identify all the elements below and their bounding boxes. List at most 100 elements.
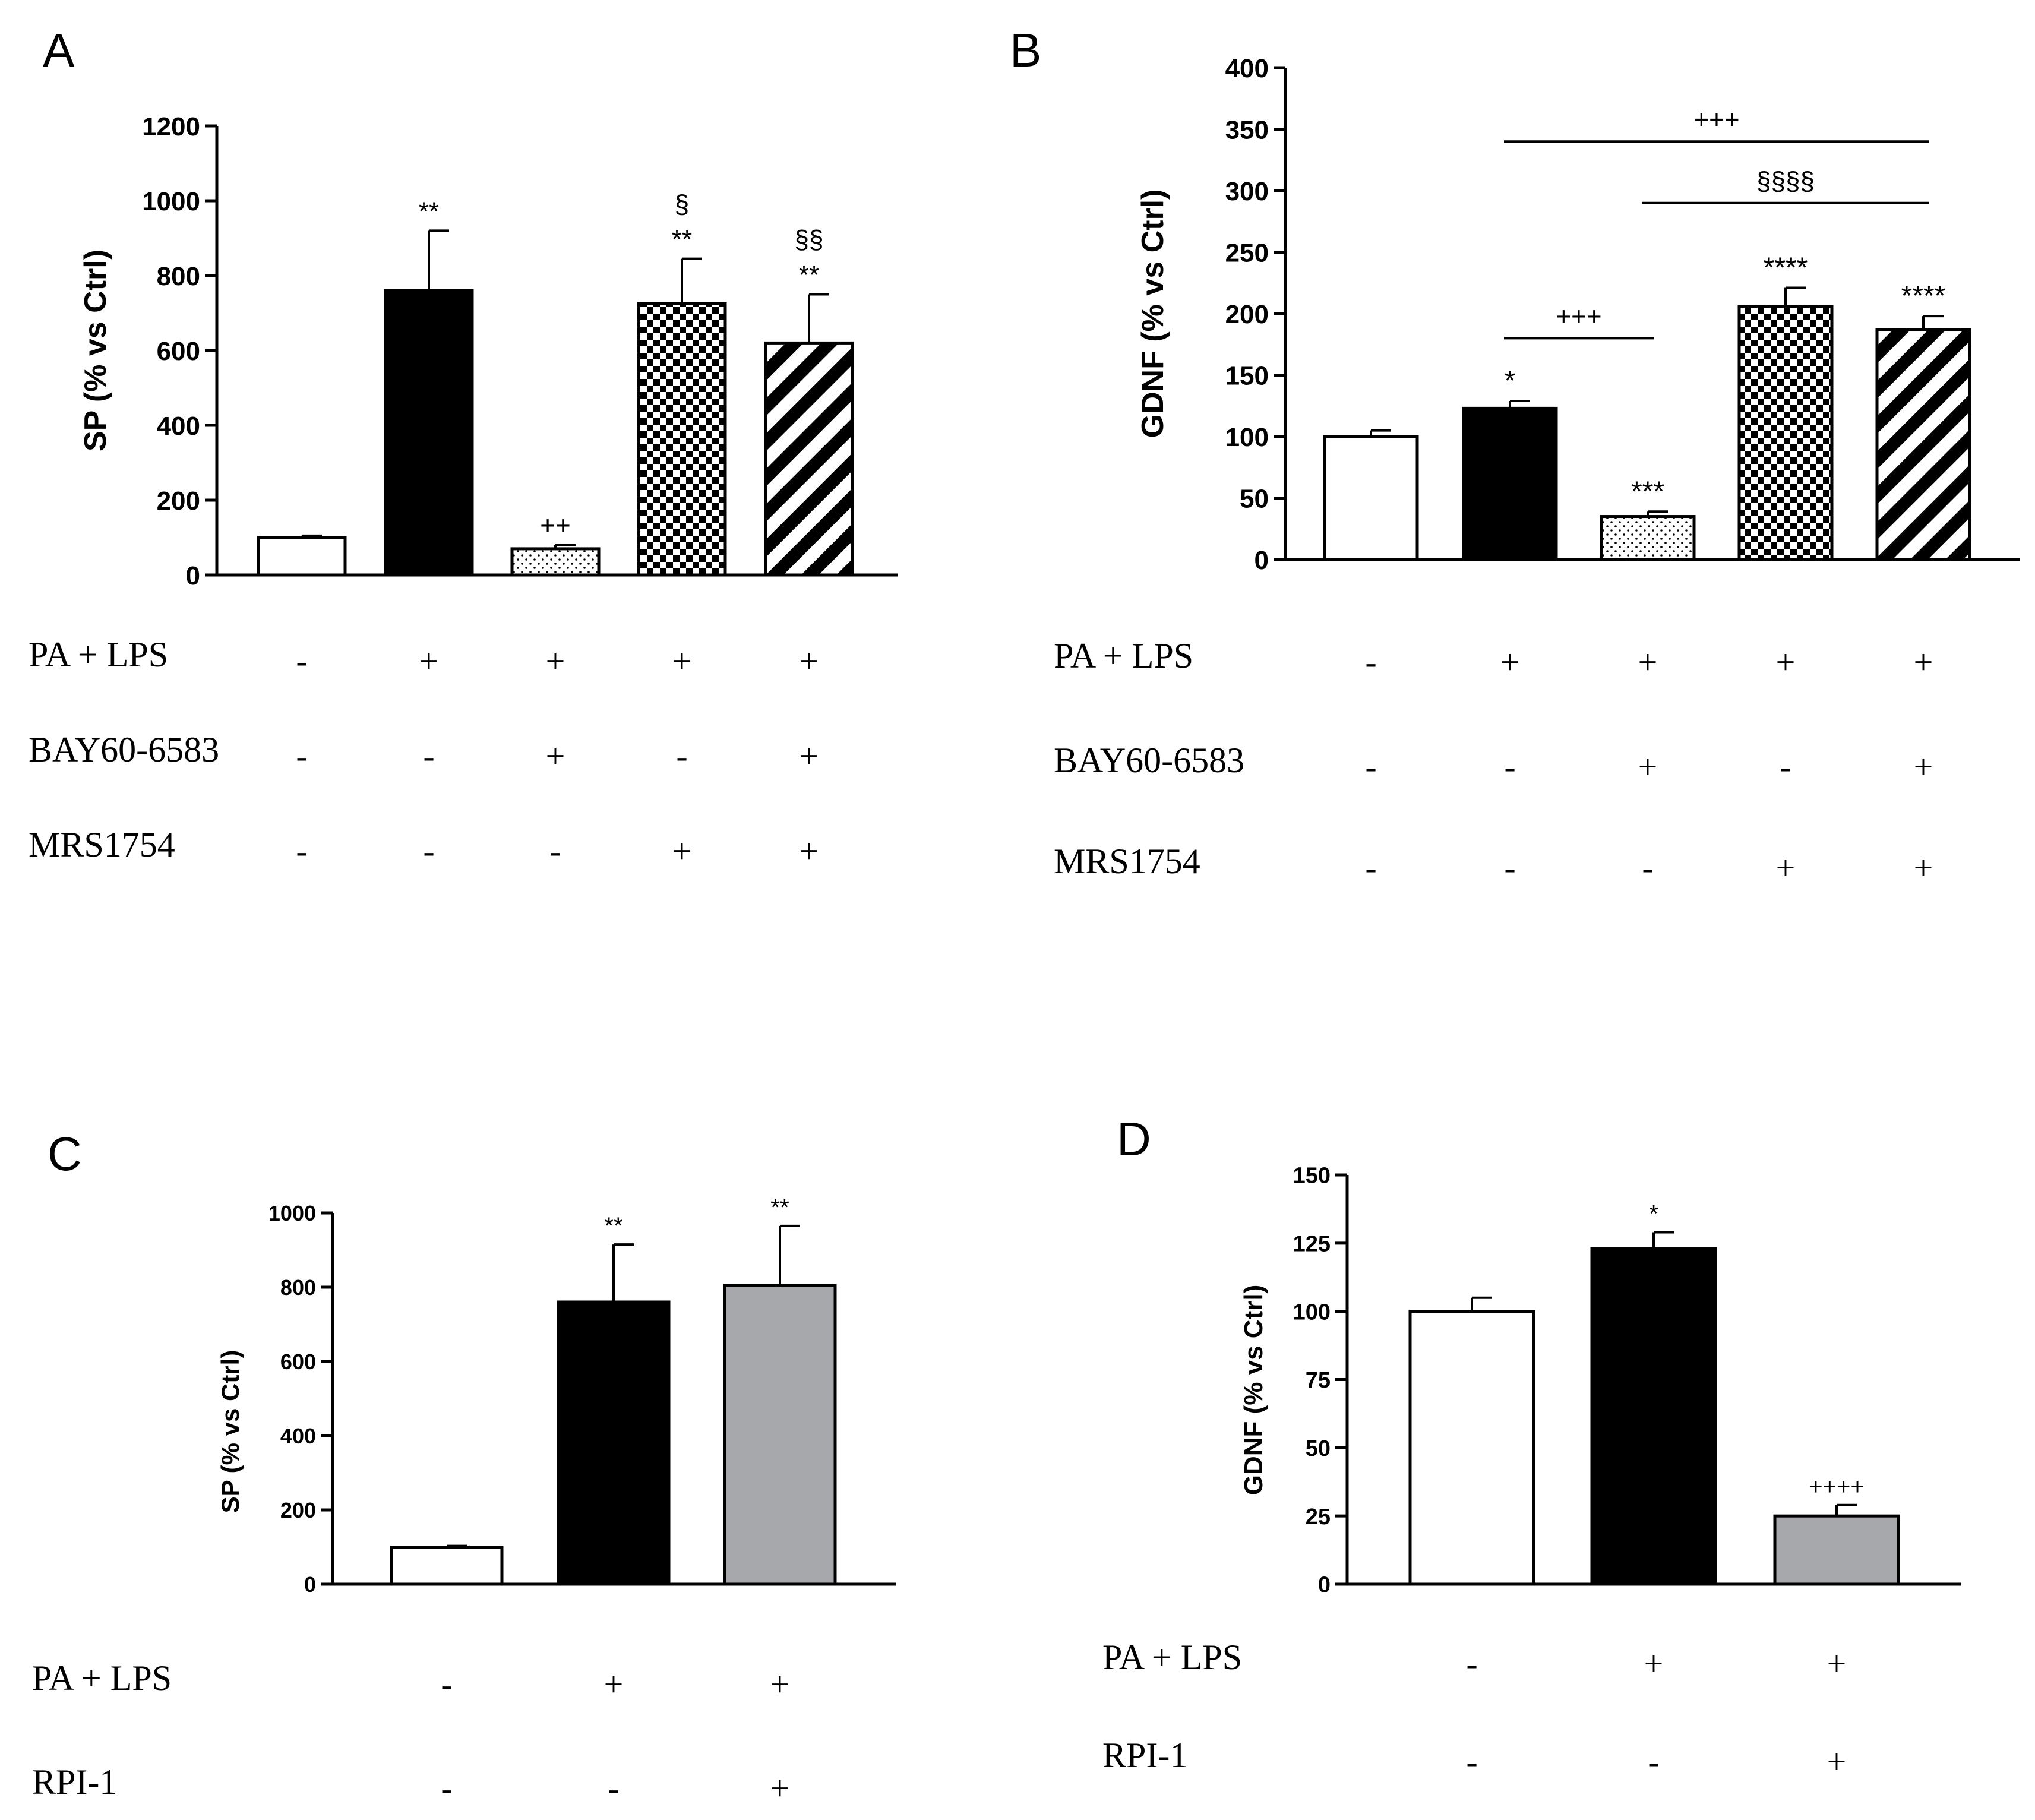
condition-label: PA + LPS	[32, 1658, 172, 1698]
significance-label: **	[799, 261, 819, 290]
condition-sign: +	[1914, 643, 1933, 681]
condition-label: PA + LPS	[1102, 1638, 1242, 1677]
significance-label: ***	[1631, 476, 1664, 507]
condition-sign: +	[1914, 848, 1933, 887]
condition-label: PA + LPS	[1054, 636, 1193, 675]
condition-sign: -	[676, 737, 687, 775]
y-tick-label: 200	[280, 1498, 316, 1522]
significance-label: **	[672, 225, 692, 254]
condition-sign: +	[770, 1769, 790, 1808]
significance-label: ++	[540, 511, 570, 541]
y-tick-label: 125	[1293, 1232, 1331, 1257]
y-tick-label: 1000	[268, 1201, 316, 1225]
bar	[1875, 328, 1971, 561]
bar	[510, 547, 601, 577]
y-tick-label: 250	[1225, 238, 1269, 267]
condition-sign: -	[1504, 747, 1515, 786]
condition-label: BAY60-6583	[1054, 741, 1244, 780]
panel-label-c: C	[48, 1127, 82, 1180]
condition-sign: -	[1780, 747, 1791, 786]
y-tick-label: 100	[1293, 1300, 1331, 1325]
condition-label: MRS1754	[29, 825, 175, 864]
condition-sign: +	[672, 642, 692, 680]
bar	[637, 302, 727, 577]
significance-label: **	[770, 1195, 789, 1221]
condition-sign: -	[1365, 848, 1376, 887]
significance-label: *	[1649, 1200, 1658, 1227]
y-tick-label: 100	[1225, 423, 1269, 452]
condition-label: PA + LPS	[29, 635, 168, 674]
y-tick-label: 350	[1225, 115, 1269, 144]
condition-sign: -	[1365, 643, 1376, 681]
panel-label-a: A	[43, 24, 75, 77]
condition-sign: +	[1638, 643, 1658, 681]
significance-label: ****	[1901, 280, 1946, 312]
y-tick-label: 0	[1318, 1573, 1331, 1598]
condition-label: RPI-1	[32, 1762, 117, 1802]
condition-sign: +	[1827, 1742, 1847, 1781]
significance-label: **	[604, 1213, 622, 1239]
y-tick-label: 50	[1306, 1436, 1331, 1461]
condition-label: BAY60-6583	[29, 730, 219, 769]
condition-sign: +	[800, 832, 819, 870]
condition-sign: +	[800, 642, 819, 680]
y-tick-label: 400	[157, 412, 200, 441]
condition-sign: +	[1644, 1644, 1664, 1683]
y-tick-label: 75	[1306, 1368, 1331, 1393]
condition-sign: +	[1914, 747, 1933, 786]
y-axis-label: GDNF (% vs Ctrl)	[1136, 189, 1170, 438]
y-tick-label: 200	[157, 486, 200, 516]
significance-label: *	[1505, 365, 1516, 397]
panel-label-d: D	[1117, 1113, 1151, 1165]
y-tick-label: 1000	[142, 187, 200, 216]
condition-sign: -	[1466, 1742, 1477, 1781]
y-axis-label: GDNF (% vs Ctrl)	[1239, 1285, 1268, 1495]
panel-label-b: B	[1010, 24, 1041, 77]
bracket-label: +++	[1556, 302, 1601, 331]
condition-sign: -	[423, 737, 434, 775]
y-tick-label: 25	[1306, 1505, 1331, 1530]
bar	[1773, 1514, 1900, 1586]
condition-label: RPI-1	[1102, 1736, 1187, 1775]
bar	[384, 289, 474, 577]
panel-d-chart: 0 25 50 75 100 125 150 GDNF (% vs Ctrl) * ++++ PA …	[1102, 1164, 1961, 1781]
condition-sign: -	[296, 642, 307, 680]
condition-sign: +	[770, 1665, 790, 1704]
y-tick-label: 600	[280, 1350, 316, 1374]
condition-sign: -	[296, 737, 307, 775]
condition-sign: +	[546, 642, 565, 680]
bar	[723, 1284, 837, 1586]
condition-sign: -	[1365, 747, 1376, 786]
bar	[257, 536, 347, 577]
bracket-label: +++	[1693, 105, 1739, 134]
significance-label: ++++	[1809, 1474, 1864, 1500]
condition-sign: -	[1648, 1742, 1659, 1781]
y-axis-label: SP (% vs Ctrl)	[216, 1350, 244, 1513]
condition-sign: +	[546, 737, 565, 775]
bar	[1600, 515, 1696, 561]
bar	[764, 341, 854, 577]
significance-label: §	[675, 189, 689, 219]
condition-sign: +	[1638, 747, 1658, 786]
condition-sign: -	[549, 832, 561, 870]
condition-label: MRS1754	[1054, 842, 1200, 881]
panel-b-chart: 0 50 100 150 200 250 300 350 400 GDNF (% vs Ctrl)…	[1054, 54, 2020, 887]
condition-sign: +	[1500, 643, 1520, 681]
y-tick-label: 400	[280, 1424, 316, 1448]
y-tick-label: 400	[1225, 54, 1269, 83]
bar	[1737, 305, 1834, 561]
bar	[390, 1546, 504, 1586]
y-axis-label: SP (% vs Ctrl)	[78, 249, 113, 451]
condition-sign: -	[296, 832, 307, 870]
condition-sign: +	[672, 832, 692, 870]
condition-sign: -	[1642, 848, 1653, 887]
condition-sign: -	[1504, 848, 1515, 887]
condition-sign: +	[604, 1665, 624, 1704]
y-tick-label: 50	[1240, 484, 1269, 513]
significance-label: **	[419, 197, 439, 226]
significance-label: §§	[795, 225, 824, 254]
bar	[1462, 406, 1558, 561]
condition-sign: +	[1776, 848, 1796, 887]
